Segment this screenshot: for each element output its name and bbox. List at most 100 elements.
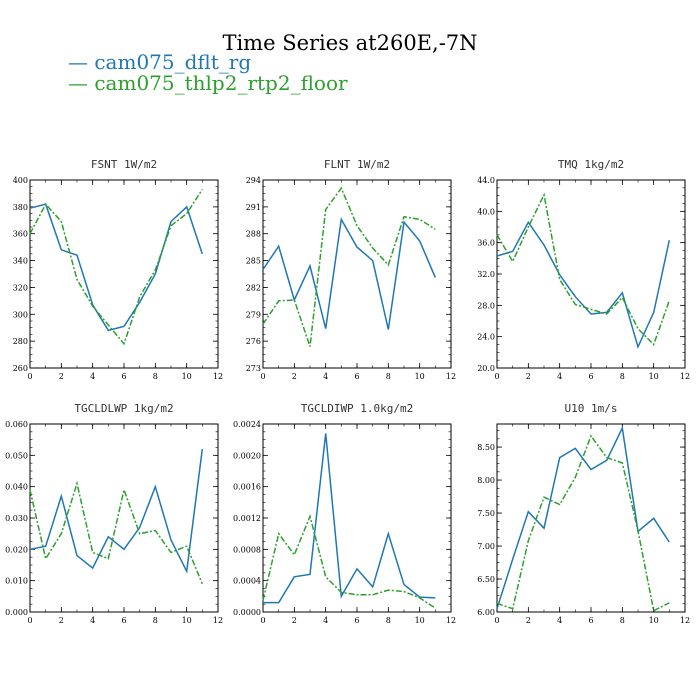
panel-title: FSNT 1W/m2 (91, 158, 157, 171)
x-tick-label: 6 (354, 372, 359, 381)
x-tick-label: 10 (415, 616, 425, 625)
x-tick-label: 12 (213, 616, 223, 625)
x-tick-label: 2 (292, 616, 297, 625)
y-tick-label: 6.00 (477, 608, 495, 617)
y-tick-label: 340 (13, 257, 28, 266)
y-tick-label: 0.030 (5, 514, 28, 523)
x-tick-label: 0 (260, 616, 265, 625)
panel-title: FLNT 1W/m2 (324, 158, 390, 171)
series-line-floor (29, 480, 203, 585)
y-tick-label: 0.0012 (233, 514, 261, 523)
plot-frame (29, 423, 219, 613)
x-tick-label: 4 (323, 372, 328, 381)
x-tick-label: 2 (59, 372, 64, 381)
y-tick-label: 0.050 (5, 451, 28, 460)
y-tick-label: 300 (13, 310, 28, 319)
y-tick-label: 294 (246, 176, 261, 185)
y-tick-label: 36.0 (477, 239, 495, 248)
y-tick-label: 279 (246, 310, 261, 319)
series-line-floor (496, 434, 670, 612)
series-line-dflt (29, 203, 204, 332)
series-line-dflt (262, 217, 436, 330)
panel-title: TGCLDLWP 1kg/m2 (74, 402, 173, 415)
y-tick-label: 32.0 (477, 270, 495, 279)
y-tick-label: 273 (246, 364, 261, 373)
x-tick-label: 8 (620, 372, 625, 381)
y-tick-label: 0.0024 (233, 420, 261, 429)
series-line-floor (29, 188, 203, 346)
y-tick-label: 40.0 (477, 207, 495, 216)
x-tick-label: 10 (649, 616, 659, 625)
x-tick-label: 8 (153, 372, 158, 381)
x-tick-label: 6 (354, 616, 359, 625)
x-tick-label: 6 (588, 372, 593, 381)
x-tick-label: 12 (446, 616, 456, 625)
x-tick-label: 0 (27, 372, 32, 381)
y-tick-label: 0.0008 (233, 545, 261, 554)
x-tick-label: 4 (323, 616, 328, 625)
y-tick-label: 0.0004 (233, 577, 261, 586)
plot-frame (262, 423, 452, 613)
figure-title: Time Series at260E,-7N (222, 31, 478, 55)
x-tick-label: 6 (121, 616, 126, 625)
y-tick-label: 280 (13, 337, 28, 346)
x-tick-label: 6 (588, 616, 593, 625)
x-tick-label: 4 (557, 372, 562, 381)
series-line-dflt (263, 433, 436, 604)
y-tick-label: 380 (13, 203, 28, 212)
x-tick-label: 12 (680, 372, 690, 381)
plot-frame (496, 179, 686, 369)
y-tick-label: 20.0 (477, 364, 495, 373)
y-tick-label: 320 (13, 283, 28, 292)
plot-frame (496, 423, 686, 613)
y-tick-label: 0.000 (5, 608, 28, 617)
panel-title: TGCLDIWP 1.0kg/m2 (301, 402, 414, 415)
x-tick-label: 2 (59, 616, 64, 625)
x-tick-label: 2 (526, 616, 531, 625)
x-tick-label: 0 (27, 616, 32, 625)
x-tick-label: 4 (557, 616, 562, 625)
y-tick-label: 291 (246, 203, 261, 212)
x-tick-label: 12 (213, 372, 223, 381)
x-tick-label: 10 (649, 372, 659, 381)
y-tick-label: 288 (246, 230, 261, 239)
series-line-floor (262, 186, 436, 347)
y-tick-label: 0.020 (5, 545, 28, 554)
y-tick-label: 282 (246, 283, 261, 292)
y-tick-label: 0.040 (5, 483, 28, 492)
x-tick-label: 8 (386, 372, 391, 381)
y-tick-label: 0.0020 (233, 451, 261, 460)
x-tick-label: 0 (494, 372, 499, 381)
x-tick-label: 4 (90, 616, 95, 625)
series-line-dflt (496, 425, 670, 609)
x-tick-label: 0 (260, 372, 265, 381)
y-tick-label: 24.0 (477, 333, 495, 342)
x-tick-label: 4 (90, 372, 95, 381)
y-tick-label: 0.060 (5, 420, 28, 429)
x-tick-label: 12 (446, 372, 456, 381)
series-line-floor (496, 192, 671, 346)
y-tick-label: 285 (246, 257, 261, 266)
y-tick-label: 0.010 (5, 577, 28, 586)
y-tick-label: 0.0000 (233, 608, 261, 617)
x-tick-label: 8 (153, 616, 158, 625)
panel-title: TMQ 1kg/m2 (558, 158, 624, 171)
x-tick-label: 10 (415, 372, 425, 381)
panel-title: U10 1m/s (565, 402, 618, 415)
x-tick-label: 10 (182, 616, 192, 625)
x-tick-label: 8 (386, 616, 391, 625)
legend-entry-dflt: — cam075_dflt_rg (68, 50, 252, 74)
y-tick-label: 400 (13, 176, 28, 185)
y-tick-label: 6.50 (477, 575, 495, 584)
x-tick-label: 2 (292, 372, 297, 381)
series-line-floor (262, 514, 436, 609)
x-tick-label: 2 (526, 372, 531, 381)
y-tick-label: 44.0 (477, 176, 495, 185)
x-tick-label: 0 (494, 616, 499, 625)
y-tick-label: 28.0 (477, 301, 495, 310)
y-tick-label: 276 (246, 337, 261, 346)
x-tick-label: 6 (121, 372, 126, 381)
plot-frame (262, 179, 452, 369)
y-tick-label: 8.50 (477, 443, 495, 452)
y-tick-label: 8.00 (477, 476, 495, 485)
